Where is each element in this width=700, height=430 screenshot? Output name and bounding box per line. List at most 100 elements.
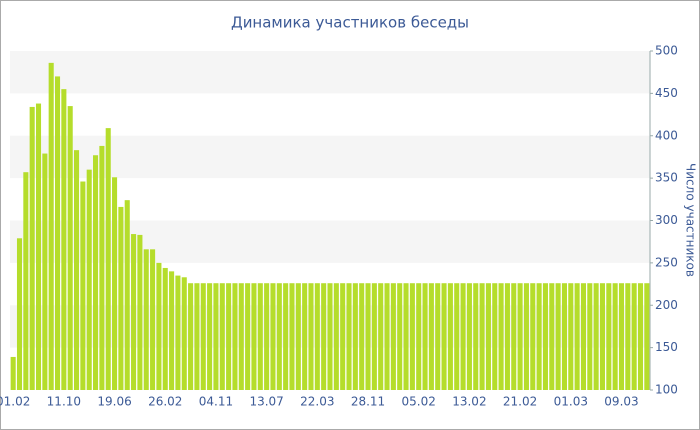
- y-axis-label: Число участников: [684, 163, 698, 277]
- bar: [194, 283, 200, 390]
- bar: [409, 283, 415, 390]
- bar: [99, 145, 105, 390]
- bar: [232, 283, 238, 390]
- bar: [492, 283, 498, 390]
- bar: [498, 283, 504, 390]
- bar: [371, 283, 377, 390]
- bar: [555, 283, 561, 390]
- bar: [618, 283, 625, 390]
- bar: [580, 283, 586, 390]
- y-tick-label: 200: [655, 298, 678, 312]
- bar: [264, 283, 270, 390]
- bar: [346, 283, 352, 390]
- bar: [447, 283, 453, 390]
- bar: [226, 283, 232, 390]
- bar: [156, 262, 162, 390]
- bar: [308, 283, 314, 390]
- bar: [86, 169, 92, 390]
- bar: [54, 76, 61, 391]
- bar: [10, 356, 16, 390]
- bar: [200, 283, 206, 390]
- chart-title: Динамика участников беседы: [231, 14, 469, 32]
- bar: [504, 283, 510, 390]
- bar: [612, 283, 618, 390]
- x-tick-label: 01.02: [0, 395, 30, 409]
- y-tick-label: 250: [655, 255, 678, 269]
- x-tick-label: 05.02: [402, 395, 436, 409]
- bar: [530, 283, 536, 390]
- bar: [460, 283, 466, 390]
- y-tick-label: 150: [655, 340, 678, 354]
- bar: [35, 103, 42, 391]
- x-tick-label: 19.06: [97, 395, 131, 409]
- bar: [112, 177, 118, 390]
- bar: [219, 283, 225, 390]
- bar: [517, 283, 523, 390]
- bar: [105, 128, 111, 390]
- bar: [74, 150, 80, 390]
- bar: [384, 283, 390, 390]
- bar: [631, 283, 637, 390]
- bar: [238, 283, 244, 390]
- bar: [289, 283, 295, 390]
- y-tick-label: 450: [655, 86, 678, 100]
- bar: [340, 283, 346, 390]
- x-tick-label: 22.03: [300, 395, 334, 409]
- bar: [333, 283, 339, 390]
- grid-band: [10, 51, 650, 94]
- bar: [644, 283, 650, 390]
- bar: [143, 249, 149, 390]
- bar: [599, 283, 606, 390]
- bar: [93, 155, 99, 390]
- bar: [162, 267, 168, 390]
- bar: [428, 283, 434, 390]
- bar: [118, 206, 124, 390]
- bar: [625, 283, 631, 390]
- bar: [295, 283, 301, 390]
- x-tick-label: 13.02: [452, 395, 486, 409]
- bar: [542, 283, 548, 390]
- bar: [270, 283, 276, 390]
- bar: [549, 283, 555, 390]
- bar: [257, 283, 263, 390]
- bar: [568, 283, 574, 390]
- x-tick-label: 28.11: [351, 395, 385, 409]
- bar: [181, 277, 187, 390]
- bar: [61, 89, 67, 390]
- bar: [397, 283, 403, 390]
- bar: [403, 283, 409, 390]
- bar: [67, 106, 73, 391]
- y-tick-label: 400: [655, 128, 678, 142]
- bar: [29, 106, 35, 390]
- bar: [422, 283, 428, 390]
- bar: [511, 283, 517, 390]
- y-tick-label: 350: [655, 171, 678, 185]
- y-tick-label: 100: [655, 383, 678, 397]
- bar: [131, 234, 137, 390]
- bar: [80, 181, 86, 390]
- bar: [352, 283, 358, 390]
- bar: [42, 153, 48, 390]
- bar: [473, 283, 479, 390]
- bar: [485, 283, 491, 390]
- bar: [48, 62, 54, 391]
- bar: [314, 283, 320, 390]
- bar: [606, 283, 612, 390]
- bar: [435, 283, 441, 390]
- bar: [16, 238, 23, 390]
- bar: [637, 283, 644, 390]
- bar: [207, 283, 213, 390]
- x-tick-label: 26.02: [148, 395, 182, 409]
- bar: [251, 283, 257, 390]
- bar: [137, 234, 143, 390]
- bar: [416, 283, 422, 390]
- bar: [213, 283, 219, 390]
- bar: [378, 283, 384, 390]
- bar: [283, 283, 289, 390]
- bar: [321, 283, 327, 390]
- grid-band: [10, 135, 650, 179]
- x-tick-label: 09.03: [604, 395, 638, 409]
- bar: [150, 249, 156, 390]
- bar: [574, 283, 580, 390]
